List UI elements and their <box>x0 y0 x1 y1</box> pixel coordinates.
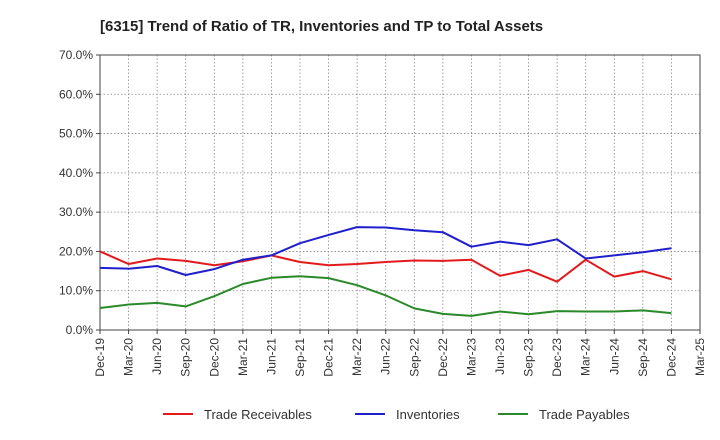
y-tick-label-0: 0.0% <box>66 323 94 337</box>
x-tick-label-20: Dec-24 <box>664 338 678 377</box>
chart-title: [6315] Trend of Ratio of TR, Inventories… <box>100 18 543 35</box>
y-tick-label-5: 50.0% <box>59 127 93 141</box>
x-axis-ticks: Dec-19 Mar-20 Jun-20 Sep-20 Dec-20 Mar-21 Jun-… <box>93 330 707 377</box>
y-tick-label-1: 10.0% <box>59 284 93 298</box>
legend: Trade Receivables Inventories Trade Payabl… <box>163 407 630 422</box>
x-tick-label-17: Mar-24 <box>579 338 593 376</box>
y-tick-label-6: 60.0% <box>59 87 93 101</box>
series-line-0 <box>99 250 672 283</box>
series-line-1 <box>99 226 672 276</box>
legend-label-2: Trade Payables <box>539 407 630 422</box>
x-tick-label-18: Jun-24 <box>607 338 621 375</box>
plot-frame <box>99 54 701 331</box>
legend-label-1: Inventories <box>396 407 460 422</box>
x-tick-label-10: Jun-22 <box>379 338 393 375</box>
x-tick-label-12: Dec-22 <box>436 338 450 377</box>
x-tick-label-13: Mar-23 <box>464 338 478 376</box>
x-tick-label-0: Dec-19 <box>93 338 107 377</box>
y-tick-label-3: 30.0% <box>59 205 93 219</box>
x-tick-label-14: Jun-23 <box>493 338 507 375</box>
x-tick-label-3: Sep-20 <box>179 338 193 377</box>
legend-label-0: Trade Receivables <box>204 407 312 422</box>
x-tick-label-21: Mar-25 <box>693 338 707 376</box>
y-tick-label-4: 40.0% <box>59 166 93 180</box>
x-tick-label-2: Jun-20 <box>150 338 164 375</box>
x-tick-label-16: Dec-23 <box>550 338 564 377</box>
x-tick-label-7: Sep-21 <box>293 338 307 377</box>
x-tick-label-15: Sep-23 <box>522 338 536 377</box>
series-line-2 <box>99 275 672 317</box>
x-tick-label-19: Sep-24 <box>636 338 650 377</box>
x-tick-label-6: Jun-21 <box>264 338 278 375</box>
x-tick-label-1: Mar-20 <box>122 338 136 376</box>
y-tick-label-2: 20.0% <box>59 244 93 258</box>
y-axis-ticks: 0.0% 10.0% 20.0% 30.0% 40.0% 50.0% 60.0% 70.0% <box>59 48 100 337</box>
series-lines <box>99 226 672 317</box>
x-tick-label-5: Mar-21 <box>236 338 250 376</box>
grid <box>99 54 701 331</box>
y-tick-label-7: 70.0% <box>59 48 93 62</box>
x-tick-label-11: Sep-22 <box>407 338 421 377</box>
x-tick-label-8: Dec-21 <box>322 338 336 377</box>
x-tick-label-9: Mar-22 <box>350 338 364 376</box>
x-tick-label-4: Dec-20 <box>207 338 221 377</box>
